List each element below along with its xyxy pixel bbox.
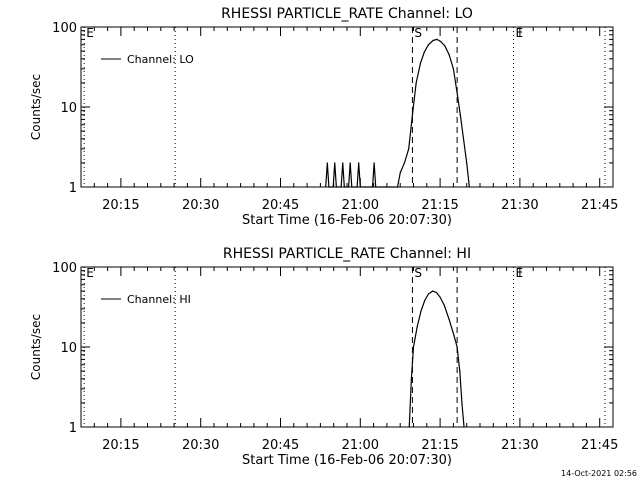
x-tick-label: 20:15 (102, 438, 139, 453)
data-point (325, 186, 327, 188)
y-axis-label: Counts/sec (29, 314, 43, 380)
y-tick-label: 100 (52, 21, 77, 36)
series-line (325, 38, 470, 188)
marker-label: S (414, 266, 422, 280)
data-point (432, 39, 434, 41)
data-point (347, 186, 350, 188)
x-tick-label: 21:00 (342, 198, 379, 213)
data-point (328, 186, 330, 188)
data-point (448, 54, 450, 56)
data-point (453, 334, 455, 336)
data-point (459, 114, 461, 116)
data-point (419, 62, 422, 65)
x-tick-label: 21:45 (581, 198, 618, 213)
lo-channel-panel: RHESSI PARTICLE_RATE Channel: LO Counts/s… (29, 6, 618, 228)
data-point (444, 45, 446, 47)
chart-title: RHESSI PARTICLE_RATE Channel: LO (221, 6, 473, 22)
x-tick-label: 20:15 (102, 198, 139, 213)
x-axis-label: Start Time (16-Feb-06 20:07:30) (242, 213, 452, 228)
plot-frame (80, 26, 614, 188)
x-tick-label: 21:30 (501, 438, 538, 453)
y-tick-label: 10 (60, 341, 77, 356)
data-point (332, 186, 334, 188)
y-axis-label: Counts/sec (29, 74, 43, 140)
data-point (334, 162, 336, 164)
x-axis-label: Start Time (16-Feb-06 20:07:30) (242, 453, 452, 468)
data-point (424, 300, 426, 302)
data-point (356, 186, 358, 188)
marker-label: E (86, 266, 94, 280)
x-tick-label: 20:30 (182, 438, 219, 453)
x-tick-label: 21:00 (342, 438, 379, 453)
data-point (427, 293, 429, 295)
data-point (439, 296, 441, 298)
data-point (468, 186, 470, 188)
data-point (415, 82, 417, 84)
footer-timestamp: 14-Oct-2021 02:56 (561, 469, 637, 478)
data-point (423, 51, 425, 54)
marker-label: E (516, 266, 524, 280)
data-point (396, 186, 399, 188)
legend-entry: Channel: HI (127, 293, 191, 306)
data-point (443, 304, 445, 307)
data-point (462, 138, 465, 140)
data-point (358, 162, 360, 164)
data-point (399, 172, 401, 174)
data-point (463, 426, 465, 428)
legend-entry: Channel: LO (127, 53, 194, 66)
data-point (452, 68, 454, 70)
data-point (435, 291, 437, 294)
x-tick-label: 20:30 (182, 198, 219, 213)
data-point (408, 148, 410, 150)
y-tick-label: 1 (69, 421, 77, 436)
y-tick-label: 100 (52, 261, 77, 276)
data-point (420, 310, 422, 312)
chart-title: RHESSI PARTICLE_RATE Channel: HI (223, 246, 471, 262)
data-point (410, 378, 412, 380)
x-tick-label: 21:15 (421, 198, 458, 213)
data-point (375, 186, 377, 188)
data-point (373, 162, 375, 164)
y-tick-label: 10 (60, 101, 77, 116)
data-point (340, 186, 342, 188)
data-point (403, 162, 406, 164)
data-point (459, 370, 461, 372)
data-point (427, 44, 429, 46)
data-point (466, 162, 468, 164)
x-tick-label: 21:15 (421, 438, 458, 453)
data-point (371, 186, 374, 188)
marker-label: E (86, 26, 94, 40)
marker-label: E (516, 26, 524, 40)
data-point (342, 162, 344, 164)
data-point (436, 38, 438, 40)
data-point (411, 114, 414, 116)
x-tick-label: 21:30 (501, 198, 538, 213)
data-point (432, 290, 434, 292)
data-point (440, 40, 442, 43)
data-point (343, 186, 345, 188)
data-point (349, 162, 351, 164)
data-point (448, 319, 450, 321)
series-line (408, 290, 465, 428)
data-point (351, 186, 353, 188)
data-point (359, 186, 361, 188)
data-point (456, 92, 458, 94)
x-tick-label: 20:45 (262, 438, 299, 453)
data-point (416, 325, 418, 328)
data-point (456, 346, 458, 348)
hi-channel-panel: RHESSI PARTICLE_RATE Channel: HI Counts/s… (29, 246, 618, 468)
data-point (408, 426, 410, 428)
plot-frame (80, 266, 614, 428)
data-point (326, 162, 328, 164)
y-tick-label: 1 (69, 181, 77, 196)
data-point (335, 186, 337, 188)
data-point (461, 402, 463, 404)
data-point (412, 346, 415, 348)
marker-label: S (414, 26, 422, 40)
x-tick-label: 20:45 (262, 198, 299, 213)
x-tick-label: 21:45 (581, 438, 618, 453)
